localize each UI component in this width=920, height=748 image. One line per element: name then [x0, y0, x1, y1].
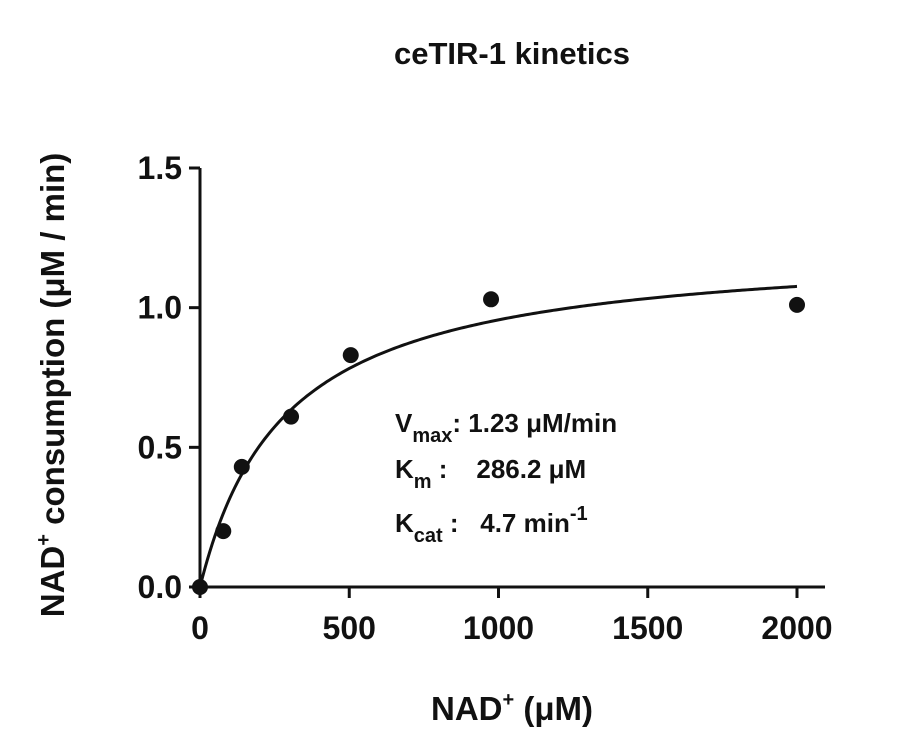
param-kcat-sub: cat: [414, 525, 443, 547]
y-axis-label-unit: consumption (μM / min): [34, 153, 71, 534]
y-tick-label: 0.0: [138, 569, 182, 605]
param-kcat: Kcat : 4.7 min-1: [395, 503, 588, 547]
y-tick-label: 1.0: [138, 290, 182, 326]
param-vmax-value: : 1.23 μM/min: [452, 408, 617, 438]
points-layer: [192, 291, 805, 595]
data-point: [789, 296, 805, 313]
x-tick-label: 2000: [761, 610, 832, 646]
x-axis-label-sup: +: [502, 689, 514, 711]
y-tick-label: 0.5: [138, 429, 182, 465]
x-axis-label-unit: (μM): [514, 690, 593, 727]
param-vmax: Vmax: 1.23 μM/min: [395, 408, 617, 447]
data-point: [192, 579, 208, 595]
data-point: [233, 458, 250, 475]
param-km-sub: m: [414, 471, 432, 493]
y-tick-label: 1.5: [138, 150, 182, 186]
x-tick-label: 500: [323, 610, 376, 646]
param-vmax-sub: max: [412, 425, 452, 447]
kinetic-parameters: Vmax: 1.23 μM/min Km : 286.2 μM Kcat : 4…: [395, 408, 617, 547]
y-axis-label-sup: +: [33, 534, 55, 546]
param-kcat-sup: -1: [570, 503, 588, 525]
x-axis-label-main: NAD: [431, 690, 503, 727]
x-tick-label: 1500: [612, 610, 683, 646]
fit-layer: [198, 284, 798, 588]
param-kcat-value: : 4.7 min: [443, 508, 570, 538]
data-point: [283, 408, 300, 425]
axes: 0 500 1000 1500 2000 0.0 0.5 1.0 1.5: [138, 150, 833, 646]
data-point: [342, 347, 359, 364]
x-tick-label: 0: [191, 610, 209, 646]
param-km: Km : 286.2 μM: [395, 454, 586, 493]
chart-title: ceTIR-1 kinetics: [394, 36, 630, 71]
param-vmax-main: V: [395, 408, 413, 438]
data-point: [215, 523, 232, 540]
param-kcat-main: K: [395, 508, 414, 538]
x-tick-label: 1000: [463, 610, 534, 646]
param-km-main: K: [395, 454, 414, 484]
x-axis-label: NAD+ (μM): [431, 689, 593, 727]
fit-curve: [198, 284, 798, 588]
y-axis-label: NAD+ consumption (μM / min): [33, 153, 71, 618]
data-point: [483, 291, 500, 308]
y-axis-label-main: NAD: [34, 546, 71, 618]
param-km-value: : 286.2 μM: [432, 454, 587, 484]
